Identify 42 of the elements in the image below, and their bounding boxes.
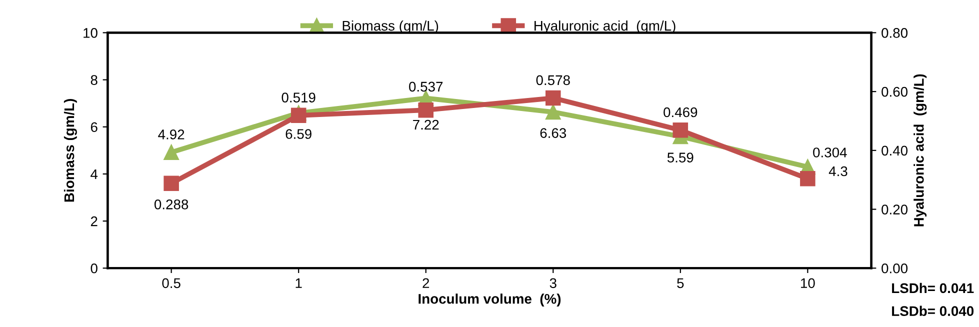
x-tick-label: 0.5 <box>162 278 180 288</box>
y-tick-label: 10 <box>84 28 98 38</box>
y-tick-label: 0 <box>90 263 98 274</box>
data-label: 0.469 <box>664 107 698 118</box>
data-label: 0.288 <box>154 199 188 210</box>
y2-tick-label: 0.00 <box>882 263 908 274</box>
x-tick-label: 10 <box>801 278 815 288</box>
point <box>672 122 688 138</box>
data-label: 7.22 <box>413 120 439 130</box>
data-label: 0.578 <box>536 75 570 86</box>
point <box>290 108 306 124</box>
data-label: 4.92 <box>158 130 184 140</box>
y-tick-label: 6 <box>90 122 98 132</box>
text: LSDb= 0.040 <box>892 306 974 316</box>
x-tick-label: 2 <box>422 278 430 288</box>
data-label: 5.59 <box>667 152 694 162</box>
x-tick-label: 5 <box>677 278 684 288</box>
data-label: 6.63 <box>540 128 566 138</box>
y2-tick-label: 0.80 <box>882 28 908 38</box>
point <box>164 176 179 192</box>
x-axis-title: Inoculum volume (%) <box>418 294 561 307</box>
y-tick-label: 2 <box>90 216 98 226</box>
point <box>545 90 561 106</box>
y-tick-label: 4 <box>90 169 98 179</box>
data-label: 6.59 <box>286 129 312 139</box>
data-label: 0.304 <box>813 148 847 158</box>
y2-tick-label: 0.20 <box>882 204 908 214</box>
point <box>418 102 434 118</box>
y2-tick-label: 0.60 <box>882 86 908 97</box>
y2-axis-title: Hyaluronic acid (gm/L) <box>914 74 927 226</box>
data-label: 0.537 <box>409 82 443 92</box>
point <box>164 144 179 160</box>
point <box>800 171 816 186</box>
point <box>545 104 561 120</box>
x-tick-label: 1 <box>296 278 302 288</box>
y-axis-title: Biomass (gm/L) <box>64 99 77 202</box>
y2-tick-label: 0.40 <box>882 146 908 156</box>
data-label: 0.519 <box>282 92 316 102</box>
data-label: 4.3 <box>828 166 848 176</box>
y-tick-label: 8 <box>90 75 98 85</box>
text: LSDh= 0.041 <box>892 282 974 294</box>
x-tick-label: 3 <box>550 278 556 288</box>
